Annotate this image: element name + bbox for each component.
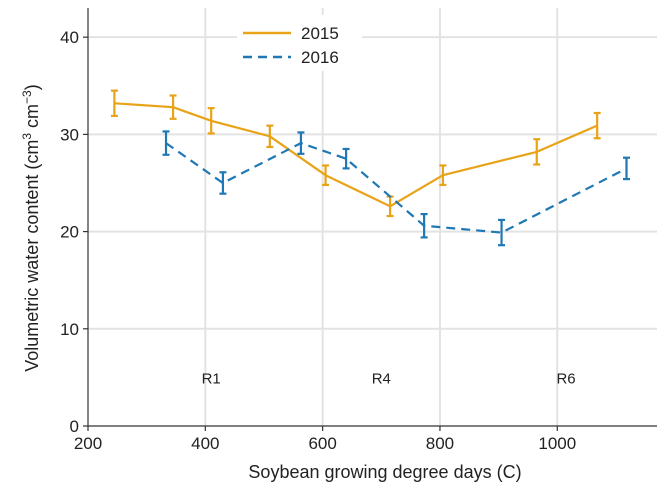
- data-point-2015: [207, 107, 215, 135]
- series-layer: [110, 89, 630, 247]
- y-axis-title-main: Volumetric water content (cm: [22, 140, 42, 372]
- grid-layer: [88, 8, 657, 426]
- axis-layer: 200 400 600 800 1000 0 10 20 30 40: [60, 8, 657, 453]
- data-point-2016: [420, 212, 428, 239]
- legend-label-2015: 2015: [301, 24, 339, 43]
- data-point-2015: [439, 164, 447, 187]
- y-axis-title-sup-1: 3: [20, 133, 34, 140]
- x-tick-label: 200: [74, 434, 102, 453]
- data-point-2015: [322, 164, 330, 187]
- data-point-2015: [533, 138, 541, 166]
- x-tick-label: 1000: [538, 434, 576, 453]
- data-point-2016: [342, 147, 350, 170]
- data-point-2015: [169, 94, 177, 120]
- x-tick-label: 800: [426, 434, 454, 453]
- data-point-2015: [593, 111, 601, 140]
- stage-label-R4: R4: [372, 370, 391, 387]
- stage-label-R6: R6: [556, 370, 575, 387]
- y-axis-title-end: ): [22, 84, 42, 90]
- y-axis-title-mid: cm: [22, 104, 42, 133]
- x-tick-label: 400: [191, 434, 219, 453]
- y-axis-title-sup-2: −3: [20, 90, 34, 104]
- y-tick-label: 30: [60, 125, 79, 144]
- x-tick-label: 600: [308, 434, 336, 453]
- y-axis-title: Volumetric water content (cm3 cm−3): [20, 84, 42, 371]
- y-tick-label: 0: [70, 417, 79, 436]
- data-point-2016: [219, 171, 227, 195]
- y-tick-label: 10: [60, 320, 79, 339]
- legend: 2015 2016: [237, 15, 362, 71]
- data-point-2016: [622, 156, 630, 181]
- data-point-2016: [498, 218, 506, 247]
- data-point-2016: [162, 130, 170, 156]
- data-point-2015: [266, 124, 274, 149]
- data-point-2016: [297, 131, 305, 155]
- y-tick-label: 40: [60, 28, 79, 47]
- data-point-2015: [110, 89, 118, 118]
- stage-label-R1: R1: [202, 370, 221, 387]
- legend-background: [237, 15, 362, 71]
- y-tick-label: 20: [60, 223, 79, 242]
- x-axis-title: Soybean growing degree days (C): [248, 462, 521, 482]
- stage-label-layer: R1 R4 R6: [202, 370, 576, 387]
- series-line-2015: [114, 102, 598, 208]
- legend-label-2016: 2016: [301, 48, 339, 67]
